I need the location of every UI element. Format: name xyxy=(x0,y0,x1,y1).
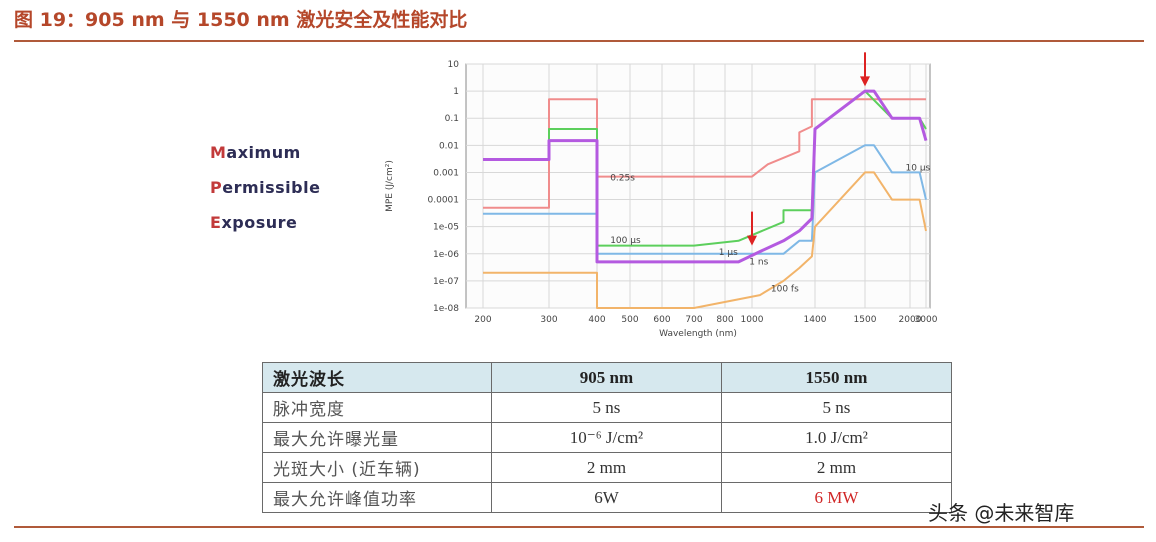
series-line xyxy=(483,171,927,309)
y-tick-label: 1e-08 xyxy=(433,304,459,314)
y-tick-labels: 10 1 0.1 0.01 0.001 0.0001 1e-05 1e-06 1e-07 1e-0… xyxy=(428,60,460,314)
y-tick-label: 0.01 xyxy=(439,141,459,151)
value-905: 6W xyxy=(490,482,722,513)
row-label: 最大允许峰值功率 xyxy=(262,482,492,513)
mpe-word-permissible: Permissible xyxy=(210,178,321,197)
gridlines xyxy=(466,63,930,309)
row-label: 光斑大小 (近车辆) xyxy=(262,452,492,483)
x-tick-label: 500 xyxy=(621,315,638,325)
series-label: 100 fs xyxy=(771,285,799,295)
x-axis-label: Wavelength (nm) xyxy=(659,329,737,339)
series-label: 100 µs xyxy=(610,236,641,246)
value-905: 10⁻⁶ J/cm² xyxy=(490,422,722,453)
row-label: 最大允许曝光量 xyxy=(262,422,492,453)
table-header-row: 激光波长 905 nm 1550 nm xyxy=(262,362,953,393)
value-905: 2 mm xyxy=(490,452,722,483)
x-tick-label: 200 xyxy=(474,315,491,325)
header-905: 905 nm xyxy=(490,362,722,393)
x-tick-label: 300 xyxy=(540,315,557,325)
x-tick-label: 2000 xyxy=(899,315,922,325)
x-tick-label: 1500 xyxy=(854,315,877,325)
x-tick-label: 600 xyxy=(653,315,670,325)
value-1550: 2 mm xyxy=(720,452,953,483)
table-row: 最大允许峰值功率 6W 6 MW xyxy=(262,482,953,513)
y-tick-label: 1e-05 xyxy=(433,223,459,233)
comparison-table: 激光波长 905 nm 1550 nm 脉冲宽度 5 ns 5 ns 最大允许曝… xyxy=(262,362,953,513)
y-tick-label: 0.0001 xyxy=(428,196,460,206)
header-label: 激光波长 xyxy=(262,362,492,393)
series-line xyxy=(483,89,928,264)
table-row: 最大允许曝光量 10⁻⁶ J/cm² 1.0 J/cm² xyxy=(262,422,953,453)
x-tick-label: 700 xyxy=(685,315,702,325)
y-tick-label: 1 xyxy=(453,87,459,97)
mpe-chart: 10 1 0.1 0.01 0.001 0.0001 1e-05 1e-06 1e-07 1e-0… xyxy=(385,52,938,339)
series-lines xyxy=(483,89,928,309)
x-tick-label: 800 xyxy=(716,315,733,325)
y-tick-label: 1e-06 xyxy=(433,250,459,260)
x-tick-label: 400 xyxy=(588,315,605,325)
y-tick-label: 0.1 xyxy=(445,114,459,124)
table-row: 脉冲宽度 5 ns 5 ns xyxy=(262,392,953,423)
series-labels: 0.25s 100 µs 1 µs 1 ns 10 µs 100 fs xyxy=(610,163,930,294)
y-tick-label: 1e-07 xyxy=(433,277,459,287)
series-label: 1 µs xyxy=(719,248,738,258)
figure-title: 图 19：905 nm 与 1550 nm 激光安全及性能对比 xyxy=(14,9,468,31)
watermark: 头条 @未来智库 xyxy=(928,501,1075,525)
plot-area xyxy=(465,63,931,309)
value-905: 5 ns xyxy=(490,392,722,423)
series-label: 1 ns xyxy=(749,258,768,268)
value-1550: 1.0 J/cm² xyxy=(720,422,953,453)
header-1550: 1550 nm xyxy=(720,362,953,393)
mpe-word-maximum: Maximum xyxy=(210,143,301,162)
series-line xyxy=(483,90,927,247)
y-tick-label: 10 xyxy=(448,60,460,70)
series-line xyxy=(483,98,926,209)
top-divider xyxy=(14,40,1144,42)
table-row: 光斑大小 (近车辆) 2 mm 2 mm xyxy=(262,452,953,483)
x-tick-label: 1000 xyxy=(741,315,764,325)
value-1550: 5 ns xyxy=(720,392,953,423)
mpe-word-exposure: Exposure xyxy=(210,213,298,232)
x-tick-label: 3000 xyxy=(915,315,938,325)
y-tick-label: 0.001 xyxy=(433,168,459,178)
y-axis-label: MPE (J/cm²) xyxy=(385,160,395,212)
value-1550: 6 MW xyxy=(720,482,953,513)
row-label: 脉冲宽度 xyxy=(262,392,492,423)
x-tick-label: 1400 xyxy=(804,315,827,325)
arrow-head xyxy=(747,235,757,246)
series-label: 10 µs xyxy=(906,163,931,173)
arrows xyxy=(747,52,870,246)
bottom-divider xyxy=(14,526,1144,528)
x-tick-labels: 200 300 400 500 600 700 800 1000 1400 1500 2000300… xyxy=(474,315,937,325)
series-label: 0.25s xyxy=(610,174,635,184)
arrow-head xyxy=(860,76,870,87)
